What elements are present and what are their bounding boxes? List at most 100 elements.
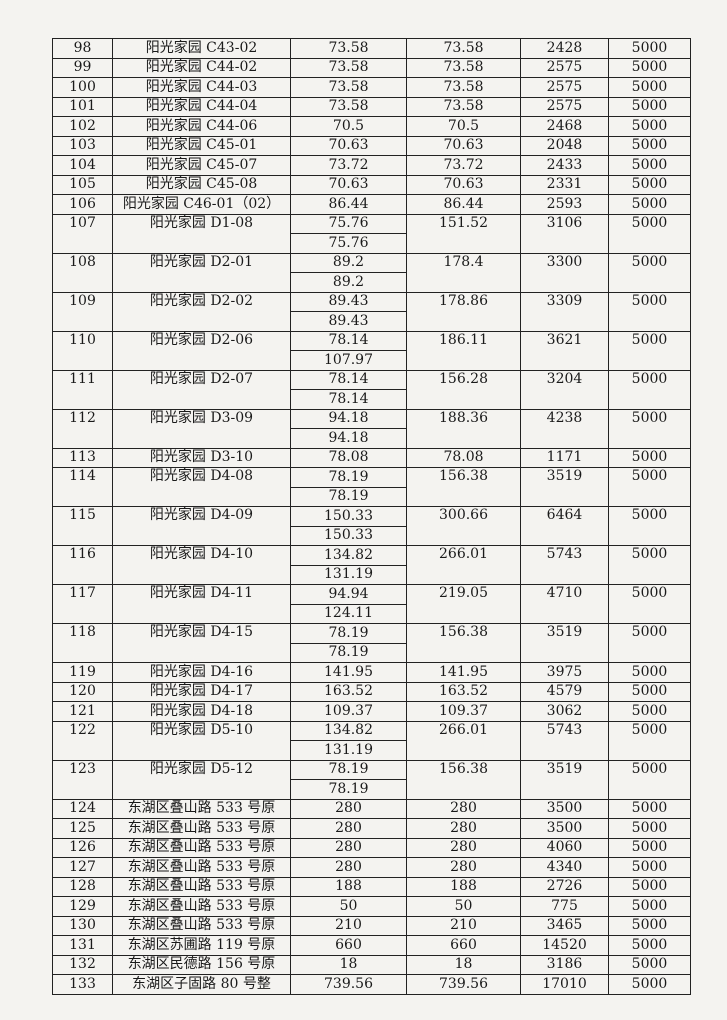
limit-cell: 5000 bbox=[608, 213, 691, 254]
row-number: 124 bbox=[52, 798, 113, 819]
area-cell: 163.52 bbox=[290, 681, 407, 702]
amount-cell: 2468 bbox=[520, 116, 609, 137]
row-number: 114 bbox=[52, 467, 113, 507]
row-number: 119 bbox=[52, 662, 113, 683]
limit-cell: 5000 bbox=[608, 837, 691, 858]
limit-cell: 5000 bbox=[608, 798, 691, 819]
row-number: 111 bbox=[52, 369, 113, 410]
total-area: 73.58 bbox=[406, 96, 521, 117]
amount-cell: 3309 bbox=[520, 291, 609, 332]
table-row: 126 东湖区叠山路 533 号原 280 280 4060 5000 bbox=[52, 837, 691, 858]
amount-cell: 4060 bbox=[520, 837, 609, 858]
table-row: 113 阳光家园 D3-10 78.08 78.08 1171 5000 bbox=[52, 447, 691, 468]
limit-cell: 5000 bbox=[608, 369, 691, 410]
table-row: 104 阳光家园 C45-07 73.72 73.72 2433 5000 bbox=[52, 155, 691, 176]
table-row: 111 阳光家园 D2-07 78.14 156.28 3204 5000 bbox=[52, 369, 691, 410]
amount-cell: 3500 bbox=[520, 818, 609, 839]
table-row: 98 阳光家园 C43-02 73.58 73.58 2428 5000 bbox=[52, 38, 691, 59]
row-number: 100 bbox=[52, 77, 113, 98]
limit-cell: 5000 bbox=[608, 291, 691, 332]
table-row: 121 阳光家园 D4-18 109.37 109.37 3062 5000 bbox=[52, 701, 691, 722]
area-cell: 134.82 bbox=[290, 545, 407, 566]
property-name: 阳光家园 D1-08 bbox=[112, 213, 291, 254]
total-area: 70.63 bbox=[406, 174, 521, 195]
total-area: 266.01 bbox=[406, 720, 521, 761]
row-number: 105 bbox=[52, 174, 113, 195]
total-area: 188.36 bbox=[406, 408, 521, 449]
total-area: 280 bbox=[406, 818, 521, 839]
area-cell: 75.76 bbox=[290, 213, 407, 234]
table-row: 103 阳光家园 C45-01 70.63 70.63 2048 5000 bbox=[52, 135, 691, 156]
limit-cell: 5000 bbox=[608, 135, 691, 156]
table-row: 100 阳光家园 C44-03 73.58 73.58 2575 5000 bbox=[52, 77, 691, 98]
total-area: 141.95 bbox=[406, 662, 521, 683]
total-area: 73.58 bbox=[406, 38, 521, 59]
limit-cell: 5000 bbox=[608, 720, 691, 761]
area-cell: 78.14 bbox=[290, 369, 407, 390]
area-cell: 131.19 bbox=[290, 564, 407, 585]
area-cell: 73.72 bbox=[290, 155, 407, 176]
table-row: 131.19 bbox=[53, 564, 691, 585]
table-row: 125 东湖区叠山路 533 号原 280 280 3500 5000 bbox=[52, 818, 691, 839]
row-number: 113 bbox=[52, 447, 113, 468]
property-name: 阳光家园 D4-10 bbox=[112, 545, 291, 585]
property-name: 阳光家园 D3-09 bbox=[112, 408, 291, 449]
table-row: 108 阳光家园 D2-01 89.2 178.4 3300 5000 bbox=[52, 252, 691, 293]
area-cell: 150.33 bbox=[290, 525, 407, 546]
limit-cell: 5000 bbox=[608, 38, 691, 59]
area-cell: 70.63 bbox=[290, 135, 407, 156]
property-name: 阳光家园 D4-16 bbox=[112, 662, 291, 683]
amount-cell: 3106 bbox=[520, 213, 609, 254]
row-number: 133 bbox=[52, 974, 113, 995]
area-cell: 78.19 bbox=[290, 623, 407, 644]
table-row: 105 阳光家园 C45-08 70.63 70.63 2331 5000 bbox=[52, 174, 691, 195]
limit-cell: 5000 bbox=[608, 57, 691, 78]
total-area: 163.52 bbox=[406, 681, 521, 702]
area-cell: 78.19 bbox=[290, 486, 407, 507]
area-cell: 89.43 bbox=[290, 311, 407, 332]
total-area: 86.44 bbox=[406, 194, 521, 215]
total-area: 70.5 bbox=[406, 116, 521, 137]
row-number: 131 bbox=[52, 935, 113, 956]
total-area: 156.38 bbox=[406, 623, 521, 663]
total-area: 73.58 bbox=[406, 57, 521, 78]
property-name: 阳光家园 D4-09 bbox=[112, 506, 291, 546]
limit-cell: 5000 bbox=[608, 447, 691, 468]
area-cell: 280 bbox=[290, 857, 407, 878]
amount-cell: 3519 bbox=[520, 623, 609, 663]
property-name: 阳光家园 D4-15 bbox=[112, 623, 291, 663]
row-number: 121 bbox=[52, 701, 113, 722]
area-cell: 70.5 bbox=[290, 116, 407, 137]
amount-cell: 5743 bbox=[520, 545, 609, 585]
table-row: 119 阳光家园 D4-16 141.95 141.95 3975 5000 bbox=[52, 662, 691, 683]
property-name: 东湖区叠山路 533 号原 bbox=[112, 876, 291, 897]
row-number: 109 bbox=[52, 291, 113, 332]
table-row: 107 阳光家园 D1-08 75.76 151.52 3106 5000 bbox=[52, 213, 691, 254]
area-cell: 78.19 bbox=[290, 759, 407, 780]
amount-cell: 1171 bbox=[520, 447, 609, 468]
property-name: 阳光家园 C46-01（02） bbox=[112, 194, 291, 215]
limit-cell: 5000 bbox=[608, 818, 691, 839]
total-area: 280 bbox=[406, 798, 521, 819]
table-row: 131 东湖区苏圃路 119 号原 660 660 14520 5000 bbox=[52, 935, 691, 956]
limit-cell: 5000 bbox=[608, 467, 691, 507]
limit-cell: 5000 bbox=[608, 896, 691, 917]
row-number: 127 bbox=[52, 857, 113, 878]
amount-cell: 2048 bbox=[520, 135, 609, 156]
property-name: 阳光家园 C44-06 bbox=[112, 116, 291, 137]
row-number: 123 bbox=[52, 759, 113, 800]
amount-cell: 3519 bbox=[520, 467, 609, 507]
amount-cell: 2575 bbox=[520, 96, 609, 117]
row-number: 116 bbox=[52, 545, 113, 585]
table-row: 102 阳光家园 C44-06 70.5 70.5 2468 5000 bbox=[52, 116, 691, 137]
property-name: 东湖区叠山路 533 号原 bbox=[112, 896, 291, 917]
amount-cell: 6464 bbox=[520, 506, 609, 546]
row-number: 126 bbox=[52, 837, 113, 858]
area-cell: 94.18 bbox=[290, 428, 407, 449]
row-number: 103 bbox=[52, 135, 113, 156]
row-number: 115 bbox=[52, 506, 113, 546]
total-area: 156.28 bbox=[406, 369, 521, 410]
limit-cell: 5000 bbox=[608, 876, 691, 897]
total-area: 219.05 bbox=[406, 584, 521, 624]
property-name: 阳光家园 D2-02 bbox=[112, 291, 291, 332]
